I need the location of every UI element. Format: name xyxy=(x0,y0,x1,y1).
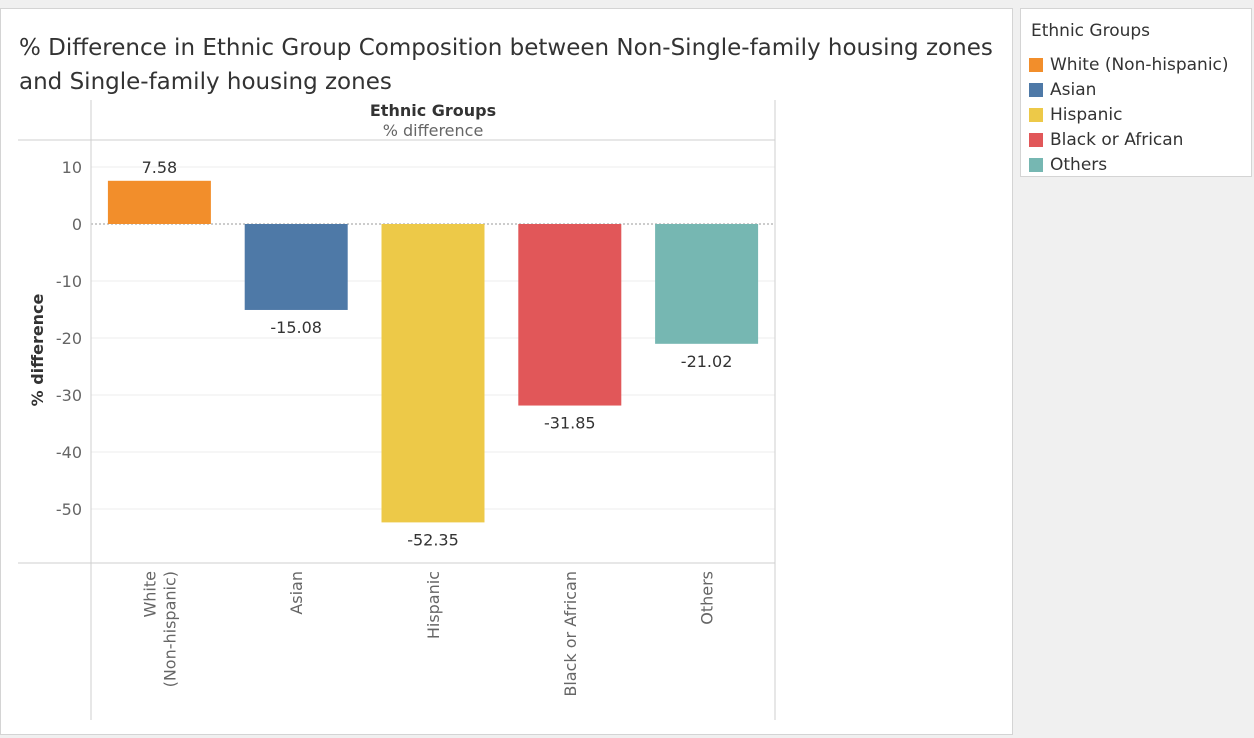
y-axis-title: % difference xyxy=(28,293,47,406)
bar-chart: Ethnic Groups % difference % difference … xyxy=(18,100,776,720)
y-tick-label: -10 xyxy=(56,272,82,291)
x-category-label: Asian xyxy=(287,571,306,615)
legend-item[interactable]: Hispanic xyxy=(1029,104,1122,126)
legend-swatch xyxy=(1029,158,1043,172)
x-category-label: Others xyxy=(698,571,717,625)
x-category-label: Hispanic xyxy=(424,571,443,639)
legend-item[interactable]: Asian xyxy=(1029,79,1096,101)
legend-item[interactable]: Others xyxy=(1029,154,1107,176)
data-label: -15.08 xyxy=(270,318,322,337)
x-axis-category-labels: White (Non-hispanic) Asian Hispanic Black or… xyxy=(140,571,716,697)
y-tick-label: -20 xyxy=(56,329,82,348)
legend-swatch xyxy=(1029,108,1043,122)
data-label: 7.58 xyxy=(142,158,178,177)
y-tick-label: 0 xyxy=(72,215,82,234)
bar-3[interactable] xyxy=(381,224,485,523)
y-tick-label: -50 xyxy=(56,500,82,519)
data-label: -21.02 xyxy=(681,352,733,371)
legend-label: Black or African xyxy=(1050,130,1184,150)
y-tick-label: 10 xyxy=(62,158,82,177)
y-tick-label: -40 xyxy=(56,443,82,462)
legend-label: White (Non-hispanic) xyxy=(1050,55,1229,75)
legend: Ethnic Groups White (Non-hispanic) Asian H… xyxy=(1020,8,1252,177)
column-header-subtitle: % difference xyxy=(383,121,484,140)
y-tick-label: -30 xyxy=(56,386,82,405)
legend-label: Others xyxy=(1050,155,1108,175)
legend-item[interactable]: Black or African xyxy=(1029,129,1183,151)
y-axis-ticks: 10 0 -10 -20 -30 -40 -50 xyxy=(56,158,82,519)
chart-panel: % Difference in Ethnic Group Composition… xyxy=(0,8,1013,735)
bars xyxy=(107,180,759,523)
legend-label: Asian xyxy=(1050,80,1097,100)
data-labels: 7.58 -15.08 -52.35 -31.85 -21.02 xyxy=(142,158,733,550)
column-header-title: Ethnic Groups xyxy=(370,101,496,120)
bar-1[interactable] xyxy=(107,180,211,224)
chart-title: % Difference in Ethnic Group Composition… xyxy=(19,35,993,95)
legend-title: Ethnic Groups xyxy=(1031,21,1151,41)
x-category-label: (Non-hispanic) xyxy=(160,571,179,687)
x-category-label: White xyxy=(140,571,159,618)
legend-item[interactable]: White (Non-hispanic) xyxy=(1029,54,1229,76)
bar-2[interactable] xyxy=(244,224,348,310)
legend-swatch xyxy=(1029,83,1043,97)
legend-swatch xyxy=(1029,58,1043,72)
legend-label: Hispanic xyxy=(1050,105,1123,125)
legend-swatch xyxy=(1029,133,1043,147)
data-label: -52.35 xyxy=(407,530,459,549)
x-category-label: Black or African xyxy=(561,571,580,697)
bar-5[interactable] xyxy=(655,224,759,344)
bar-4[interactable] xyxy=(518,224,622,406)
chart-frame xyxy=(18,100,776,720)
data-label: -31.85 xyxy=(544,414,596,433)
